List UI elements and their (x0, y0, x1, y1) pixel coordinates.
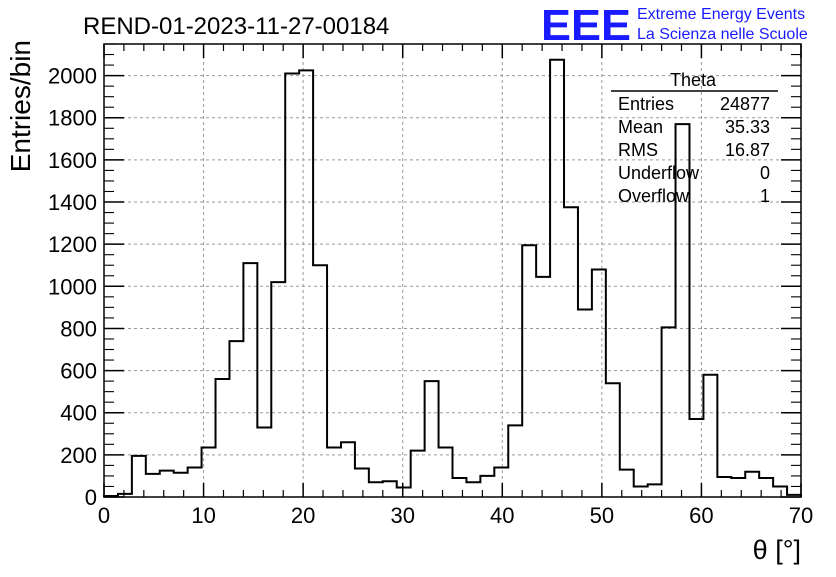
x-axis-label: θ [°] (753, 535, 801, 565)
histogram-bin (620, 470, 634, 497)
histogram-bin (411, 451, 425, 497)
histogram-bin (787, 495, 801, 497)
histogram-bin (494, 468, 508, 497)
x-tick-label: 70 (789, 503, 813, 528)
histogram-bin (397, 488, 411, 497)
y-tick-label: 1200 (48, 232, 97, 257)
histogram-bin (759, 478, 773, 497)
histogram-bin (648, 484, 662, 497)
histogram-bin (383, 481, 397, 497)
histogram-bin (731, 478, 745, 497)
histogram-bin (717, 477, 731, 497)
stats-label-overflow: Overflow (618, 186, 690, 206)
stats-label-underflow: Underflow (618, 163, 700, 183)
histogram-bin (425, 381, 439, 497)
histogram-bin (439, 447, 453, 497)
histogram-bin (160, 471, 174, 497)
histogram-bin (689, 419, 703, 497)
y-tick-label: 0 (85, 485, 97, 510)
y-tick-label: 800 (60, 316, 97, 341)
histogram-bin (202, 447, 216, 497)
x-tick-label: 40 (490, 503, 514, 528)
stats-value-overflow: 1 (760, 186, 770, 206)
y-tick-label: 1000 (48, 274, 97, 299)
histogram-bins (104, 60, 801, 497)
y-tick-label: 600 (60, 359, 97, 384)
x-tick-label: 20 (291, 503, 315, 528)
x-tick-label: 10 (191, 503, 215, 528)
histogram-bin (216, 379, 230, 497)
grid (104, 44, 801, 497)
stats-label-mean: Mean (618, 117, 663, 137)
chart-title: REND-01-2023-11-27-00184 (83, 13, 389, 40)
histogram-bin (480, 476, 494, 497)
histogram-bin (355, 469, 369, 497)
histogram-bin (578, 309, 592, 497)
y-tick-label: 400 (60, 401, 97, 426)
histogram-bin (550, 60, 564, 497)
histogram-bin (522, 245, 536, 497)
histogram-bin (188, 468, 202, 497)
histogram-bin (745, 472, 759, 497)
eee-logo: EEE Extreme Energy Events La Scienza nel… (541, 1, 808, 50)
x-tick-labels: 0 10 20 30 40 50 60 70 (98, 503, 813, 528)
histogram-bin (676, 124, 690, 497)
histogram-bin (132, 456, 146, 497)
y-tick-labels: 0 200 400 600 800 1000 1200 1400 1600 1800 2000 (48, 64, 97, 510)
stats-label-rms: RMS (618, 140, 658, 160)
histogram-bin (536, 277, 550, 497)
histogram-bin (229, 341, 243, 497)
histogram-bin (703, 375, 717, 497)
y-tick-label: 1800 (48, 106, 97, 131)
y-tick-label: 200 (60, 443, 97, 468)
y-tick-label: 1600 (48, 148, 97, 173)
histogram-bin (327, 447, 341, 497)
x-tick-label: 60 (689, 503, 713, 528)
histogram-bin (313, 265, 327, 497)
x-tick-label: 30 (390, 503, 414, 528)
histogram-bin (243, 263, 257, 497)
histogram-bin (508, 425, 522, 497)
stats-value-underflow: 0 (760, 163, 770, 183)
x-tick-label: 0 (98, 503, 110, 528)
histogram-bin (662, 327, 676, 497)
histogram-bin (104, 496, 118, 497)
histogram-bin (634, 486, 648, 497)
stats-value-rms: 16.87 (725, 140, 770, 160)
stats-value-entries: 24877 (720, 94, 770, 114)
y-axis-label: Entries/bin (5, 40, 36, 172)
histogram-bin (285, 73, 299, 497)
stats-box: Theta Entries 24877 Mean 35.33 RMS 16.87… (611, 70, 778, 206)
stats-value-mean: 35.33 (725, 117, 770, 137)
histogram-bin (466, 482, 480, 497)
histogram-bin (564, 207, 578, 497)
histogram-bin (257, 427, 271, 497)
stats-label-entries: Entries (618, 94, 674, 114)
histogram-bin (606, 383, 620, 497)
histogram-bin (174, 473, 188, 497)
histogram-outline (103, 58, 802, 497)
y-tick-label: 2000 (48, 64, 97, 89)
axis-ticks (103, 43, 802, 498)
histogram-bin (271, 282, 285, 497)
histogram-bin (118, 494, 132, 497)
histogram-bin (341, 442, 355, 497)
plot-frame (103, 43, 802, 498)
histogram-bin (299, 70, 313, 497)
histogram-bin (773, 486, 787, 497)
logo-line2: La Scienza nelle Scuole (637, 26, 808, 43)
logo-line1: Extreme Energy Events (637, 6, 805, 23)
histogram-bin (146, 474, 160, 497)
histogram-bin (453, 478, 467, 497)
stats-title: Theta (670, 70, 717, 90)
y-tick-label: 1400 (48, 190, 97, 215)
x-tick-label: 50 (590, 503, 614, 528)
histogram-bin (592, 269, 606, 497)
histogram-bin (369, 482, 383, 497)
logo-mark: EEE (541, 1, 631, 50)
